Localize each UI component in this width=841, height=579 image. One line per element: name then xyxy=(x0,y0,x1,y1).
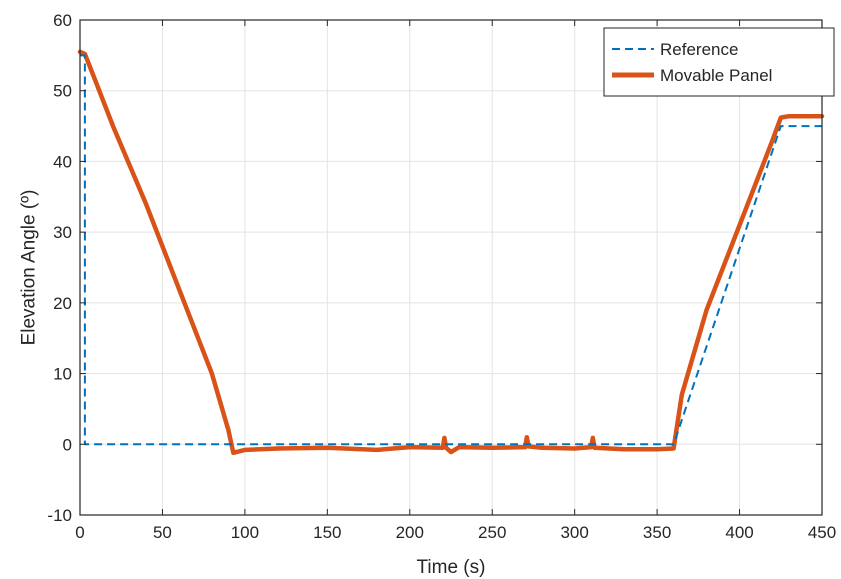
y-tick-label: 10 xyxy=(53,365,72,384)
tick-labels: 0 50 100 150 200 250 300 350 400 450-100102030405… xyxy=(47,11,836,542)
ticks xyxy=(79,19,823,516)
y-tick-label: 20 xyxy=(53,294,72,313)
y-tick-label: 50 xyxy=(53,82,72,101)
x-tick-label: 150 xyxy=(313,523,341,542)
legend: Reference Movable Panel xyxy=(603,27,835,97)
legend-reference-label: Reference xyxy=(660,40,738,59)
series-reference-line xyxy=(80,54,822,446)
legend-movable-panel-label: Movable Panel xyxy=(660,66,772,85)
plot-frame xyxy=(79,19,823,516)
y-tick-label: 30 xyxy=(53,223,72,242)
x-tick-label: 400 xyxy=(725,523,753,542)
y-tick-label: -10 xyxy=(47,506,72,525)
x-tick-label: 250 xyxy=(478,523,506,542)
y-tick-label: 0 xyxy=(63,435,72,454)
x-axis-label: Time (s) xyxy=(417,557,486,578)
x-tick-label: 50 xyxy=(153,523,172,542)
x-tick-label: 100 xyxy=(231,523,259,542)
y-tick-label: 60 xyxy=(53,11,72,30)
series-layer xyxy=(77,49,825,456)
x-tick-label: 200 xyxy=(396,523,424,542)
y-axis-label: Elevation Angle (º) xyxy=(19,190,40,346)
x-tick-label: 300 xyxy=(560,523,588,542)
series-movable-panel-line xyxy=(77,49,825,456)
x-tick-label: 450 xyxy=(808,523,836,542)
legend-box xyxy=(603,27,835,97)
x-tick-label: 350 xyxy=(643,523,671,542)
x-tick-label: 0 xyxy=(75,523,84,542)
y-tick-label: 40 xyxy=(53,152,72,171)
